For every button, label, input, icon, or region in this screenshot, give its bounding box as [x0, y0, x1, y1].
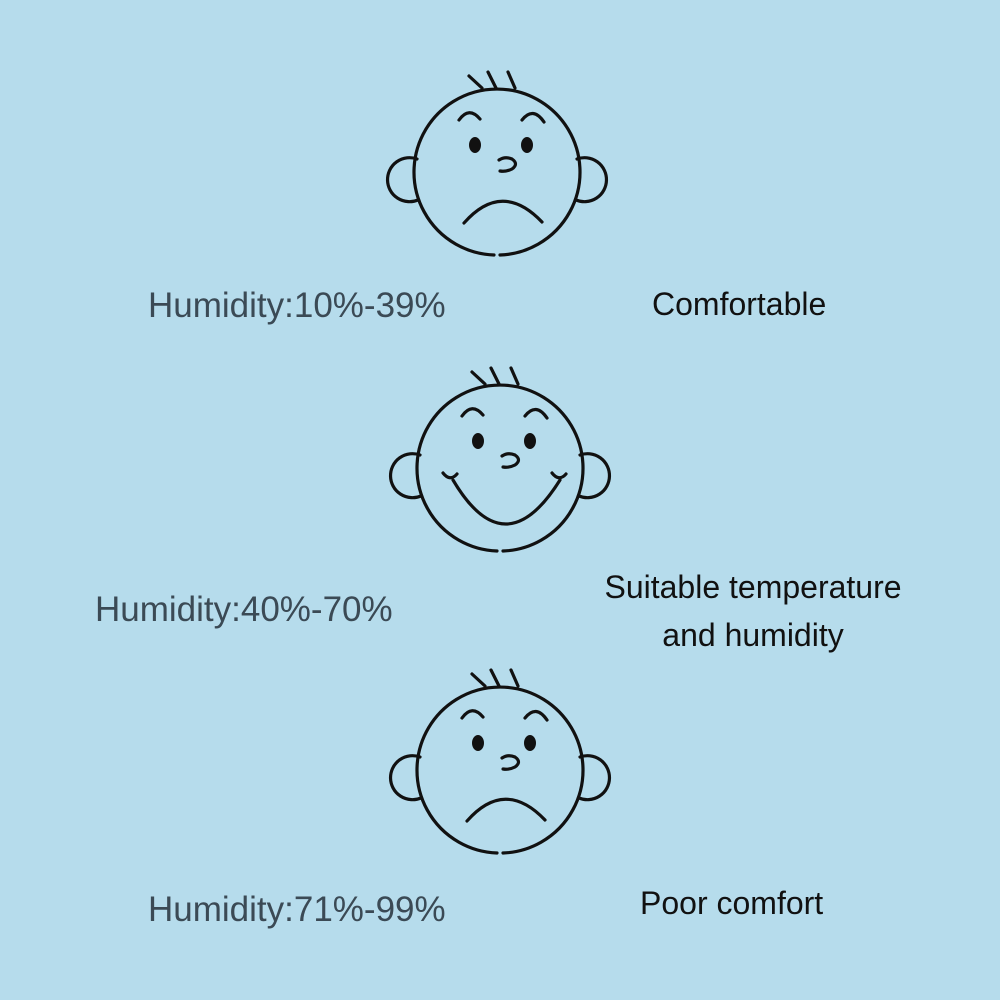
left-eyebrow [457, 111, 482, 122]
nose [500, 754, 521, 771]
happy-face-icon [388, 366, 612, 553]
hair [467, 70, 517, 90]
humidity-range-label: Humidity:71%-99% [148, 890, 446, 929]
right-ear [574, 156, 609, 204]
right-eye [521, 137, 533, 153]
left-eyebrow [460, 709, 485, 720]
left-eye [469, 137, 481, 153]
left-eye [472, 433, 484, 449]
right-ear [577, 452, 612, 500]
right-eyebrow [520, 111, 546, 124]
left-ear [388, 452, 423, 500]
smile-mouth [451, 478, 562, 526]
right-eye [524, 433, 536, 449]
comfort-description-line: Suitable temperature [604, 569, 902, 605]
nose [497, 156, 518, 173]
left-eyebrow [460, 407, 485, 418]
comfort-description: Suitable temperature and humidity [556, 563, 950, 659]
comfort-description: Poor comfort [640, 885, 824, 921]
comfort-description: Comfortable [652, 286, 827, 322]
nose [500, 452, 521, 469]
sad-face-icon [388, 668, 612, 855]
right-eyebrow [523, 407, 549, 420]
right-eye [524, 735, 536, 751]
humidity-range-label: Humidity:10%-39% [148, 286, 446, 325]
left-ear [388, 754, 423, 802]
left-dimple [441, 471, 459, 480]
head-outline [415, 685, 585, 855]
right-ear [577, 754, 612, 802]
frown-mouth [465, 797, 547, 823]
right-eyebrow [523, 709, 549, 722]
humidity-range-label: Humidity:40%-70% [95, 590, 393, 629]
comfort-description-line: and humidity [662, 617, 844, 653]
left-eye [472, 735, 484, 751]
frown-mouth [462, 199, 544, 225]
head-outline [412, 87, 582, 257]
left-ear [385, 156, 420, 204]
hair [470, 366, 520, 386]
sad-face-icon [385, 70, 609, 257]
head-outline [415, 383, 585, 553]
right-dimple [550, 471, 568, 480]
hair [470, 668, 520, 688]
